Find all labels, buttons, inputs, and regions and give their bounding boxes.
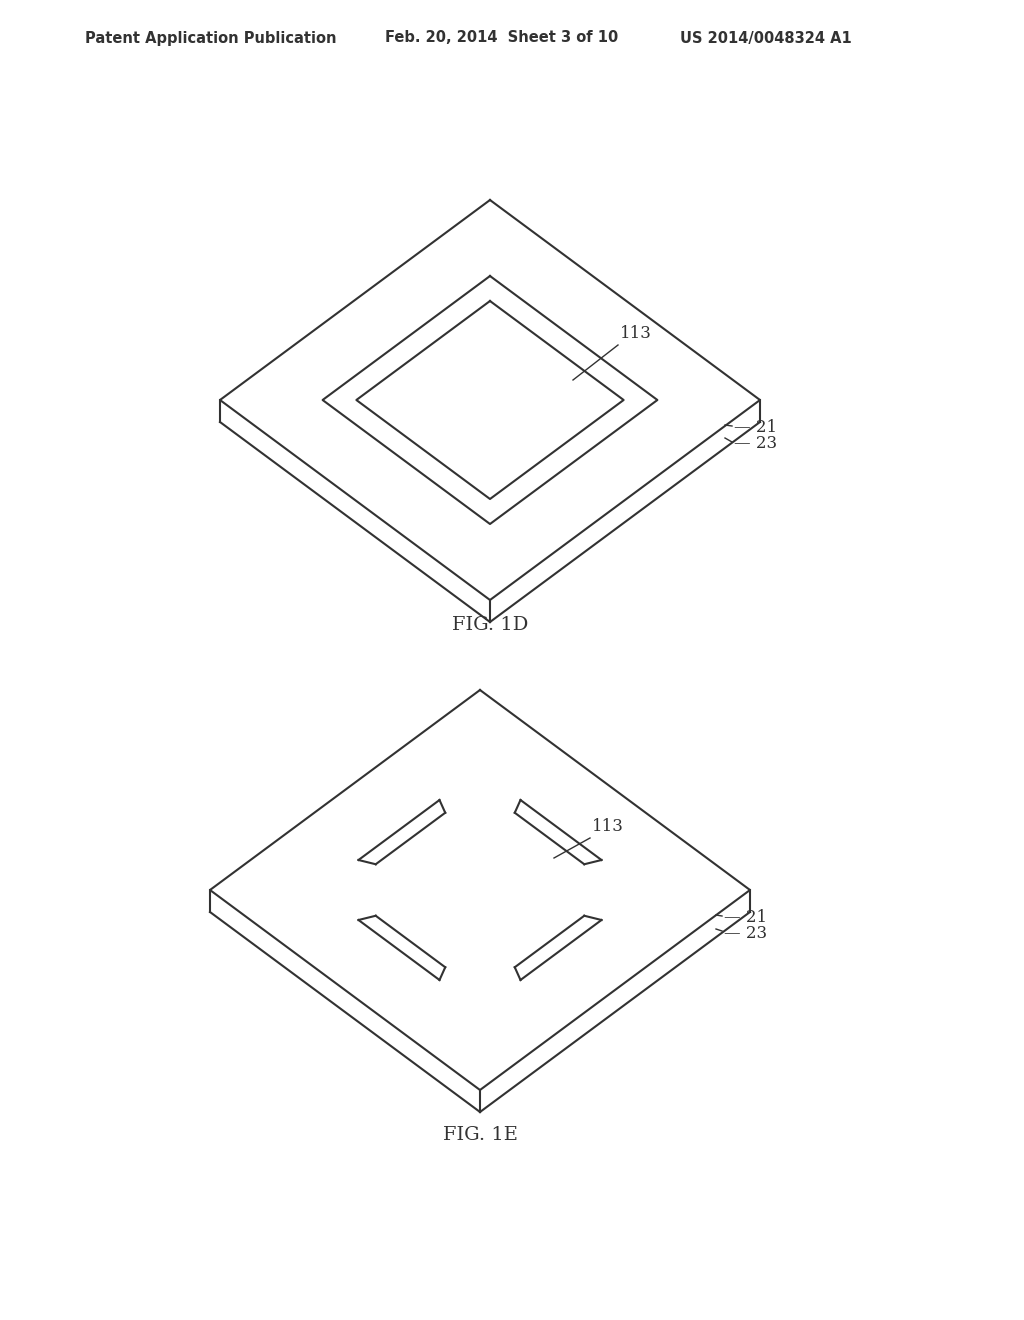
Text: — 23: — 23 (734, 436, 777, 453)
Text: 113: 113 (592, 818, 624, 836)
Text: US 2014/0048324 A1: US 2014/0048324 A1 (680, 30, 852, 45)
Text: Feb. 20, 2014  Sheet 3 of 10: Feb. 20, 2014 Sheet 3 of 10 (385, 30, 618, 45)
Text: FIG. 1D: FIG. 1D (452, 616, 528, 634)
Text: — 21: — 21 (734, 420, 777, 437)
Text: FIG. 1E: FIG. 1E (442, 1126, 517, 1144)
Text: 113: 113 (620, 325, 652, 342)
Text: — 23: — 23 (724, 924, 767, 941)
Text: Patent Application Publication: Patent Application Publication (85, 30, 337, 45)
Text: — 21: — 21 (724, 909, 767, 927)
